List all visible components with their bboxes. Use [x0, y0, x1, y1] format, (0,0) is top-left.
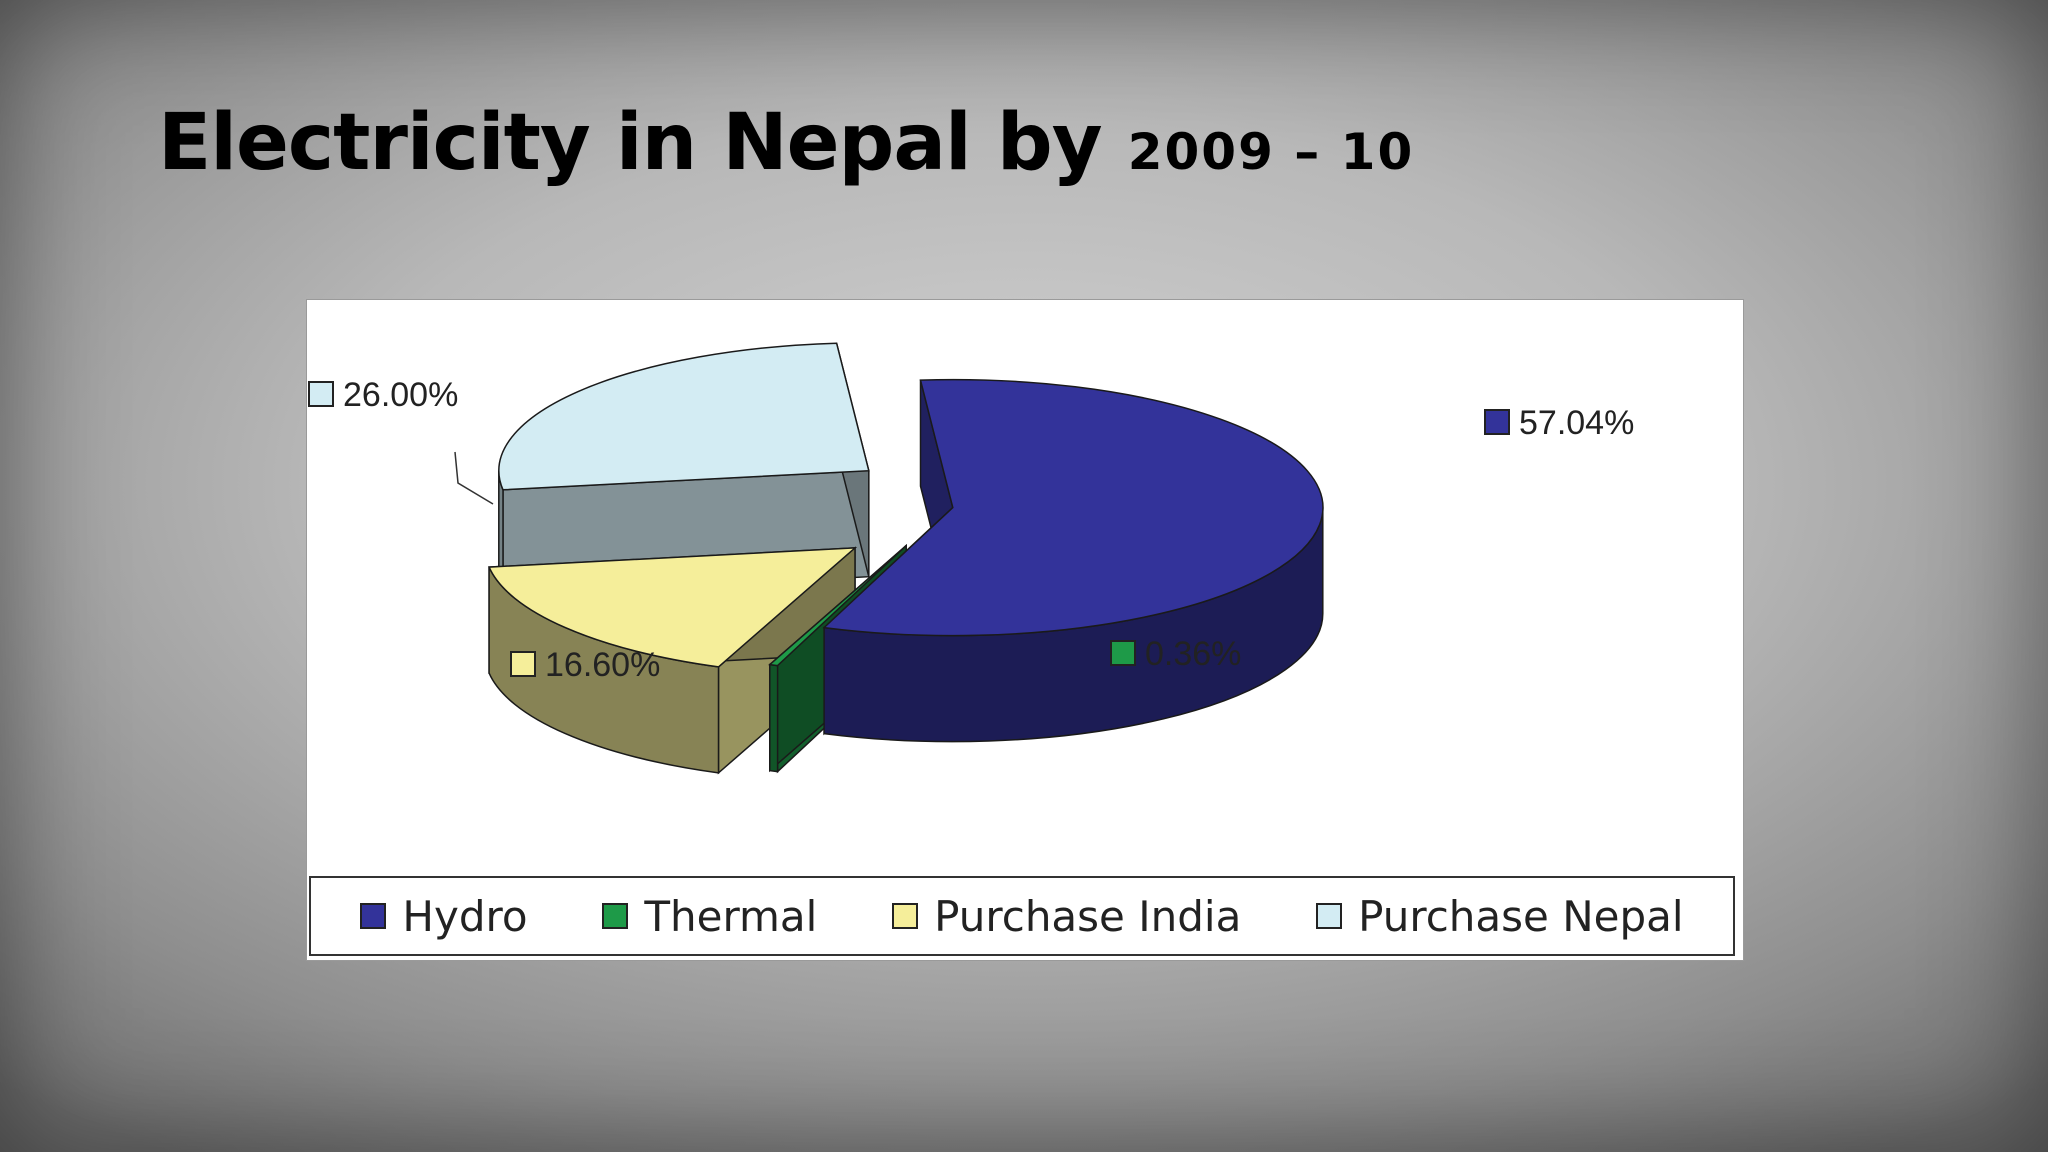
data-label-swatch-purchase-india [510, 651, 536, 677]
leader-line-purchase-nepal [454, 451, 494, 505]
data-label-swatch-purchase-nepal [308, 381, 334, 407]
slice-purchase-india [487, 547, 858, 668]
data-label-swatch-thermal [1110, 640, 1136, 666]
data-label-group-hydro: 57.04% [1484, 404, 1634, 442]
data-label-purchase-india: 16.60% [545, 646, 660, 684]
title-year: 2009 – 10 [1127, 123, 1415, 181]
legend-label-hydro: Hydro [402, 891, 528, 941]
legend-swatch-thermal [602, 903, 629, 929]
legend-item-purchase-india: Purchase India [892, 892, 1241, 941]
legend-item-thermal: Thermal [602, 892, 817, 941]
data-label-group-purchase-india: 16.60% [510, 646, 660, 684]
data-label-swatch-hydro [1484, 409, 1510, 435]
legend-label-purchase-india: Purchase India [934, 891, 1242, 941]
slice-purchase-nepal [498, 342, 870, 491]
data-label-purchase-nepal: 26.00% [343, 376, 458, 414]
slide-title: Electricity in Nepal by 2009 – 10 [158, 98, 1414, 188]
data-label-hydro: 57.04% [1519, 404, 1634, 442]
data-label-thermal: 0.36% [1145, 635, 1241, 673]
legend-swatch-hydro [360, 903, 387, 929]
title-main: Electricity in Nepal by [158, 98, 1128, 188]
legend-swatch-purchase-nepal [1316, 903, 1343, 929]
legend-item-hydro: Hydro [360, 891, 528, 941]
slice-outer-wall-thermal [769, 663, 779, 773]
data-label-group-purchase-nepal: 26.00% [308, 376, 458, 414]
legend-label-thermal: Thermal [644, 891, 818, 941]
legend-swatch-purchase-india [892, 903, 919, 929]
slice-hydro [822, 378, 1324, 637]
chart-legend: Hydro Thermal Purchase India Purchase Nepal [309, 876, 1735, 956]
pie-chart: 57.04% 0.36% 16.60% 26.00% [308, 342, 1634, 775]
legend-item-purchase-nepal: Purchase Nepal [1316, 891, 1684, 941]
slice-thermal [768, 545, 907, 667]
data-label-group-thermal: 0.36% [1110, 635, 1241, 673]
pie-chart-panel: 57.04% 0.36% 16.60% 26.00% Hydro Thermal Purc… [306, 299, 1744, 961]
legend-label-purchase-nepal: Purchase Nepal [1358, 891, 1684, 941]
